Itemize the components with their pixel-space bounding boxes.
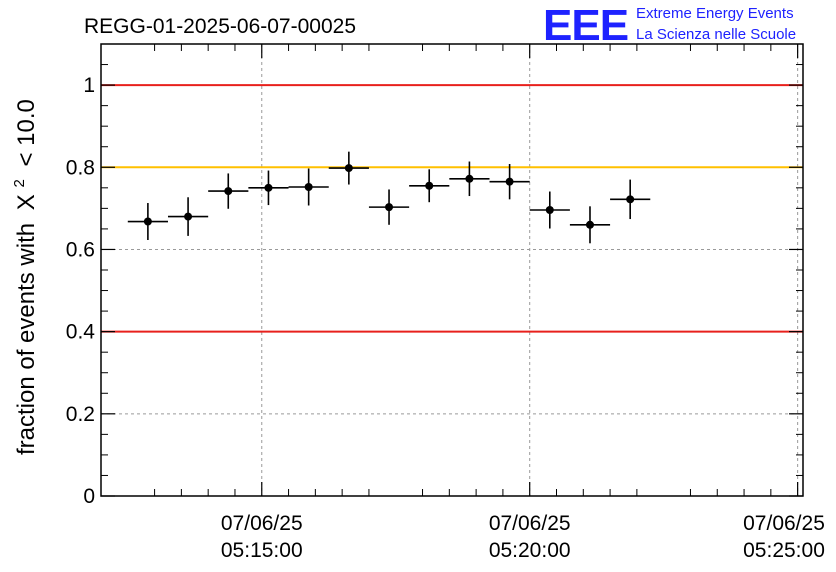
reference-lines [101,84,803,333]
data-point [585,220,594,229]
data-point [143,217,152,226]
svg-text:fraction of events with: fraction of events with X 2 < 10.0 [3,99,40,455]
data-point [224,187,233,196]
data-point [304,182,313,191]
data-point [425,181,434,190]
y-tick-label: 0.2 [66,403,95,426]
data-point [505,177,514,186]
data-point [344,164,353,173]
data-series [127,151,651,244]
chart-title: REGG-01-2025-06-07-00025 [84,15,356,38]
grid [101,44,803,496]
y-tick-label: 0.4 [66,321,96,344]
data-point [626,195,635,204]
data-point [264,183,273,192]
x-axis: 07/06/25 05:15:00 07/06/25 05:20:00 07/06/25… [154,44,825,562]
y-axis-title-suffix: < 10.0 [13,99,40,166]
y-tick-label: 0.6 [66,238,95,261]
y-axis-title: fraction of events with X 2 < 10.0 [3,99,40,455]
data-point [385,203,394,212]
y-axis-title-symbol: X [13,194,40,210]
x-tick-label-time: 05:25:00 [743,539,825,562]
y-tick-label: 0 [83,485,95,508]
y-tick-label: 1 [83,74,95,97]
eee-logo-mark: EEE [543,1,628,50]
data-point [465,174,474,183]
data-point [545,206,554,215]
y-tick-label: 0.8 [66,156,95,179]
x-tick-label-time: 05:15:00 [221,539,303,562]
x-tick-label-date: 07/06/25 [221,512,303,535]
x-tick-label-time: 05:20:00 [489,539,571,562]
x-tick-label-date: 07/06/25 [489,512,571,535]
logo-line-2: La Scienza nelle Scuole [636,26,796,43]
logo-line-1: Extreme Energy Events [636,5,794,22]
y-axis-title-text: fraction of events with [13,223,40,455]
x-tick-label-date: 07/06/25 [743,512,825,535]
eee-logo: EEE Extreme Energy Events La Scienza nel… [543,1,796,50]
data-point [184,212,193,221]
y-axis-title-superscript: 2 [11,179,28,187]
y-axis: 0 0.2 0.4 0.6 0.8 1 [66,64,803,508]
plot-frame [100,43,804,497]
